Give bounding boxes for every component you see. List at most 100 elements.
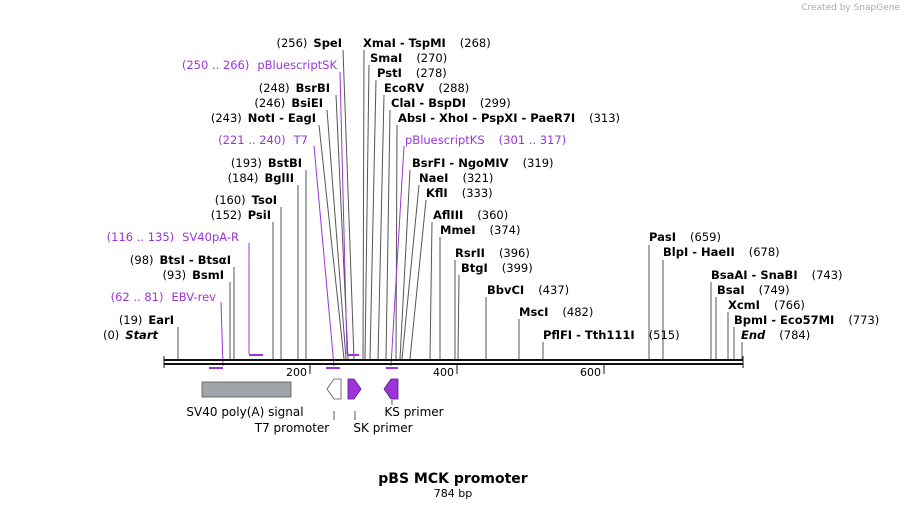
- site-pos: (766): [774, 298, 805, 312]
- svg-text:(160)TsoI: (160) TsoI: [215, 193, 277, 207]
- site-name: BsrBI: [296, 81, 330, 95]
- site-pos: (482): [562, 305, 593, 319]
- site-name: EcoRV: [384, 81, 424, 95]
- site-name: BsrFI - NgoMIV: [412, 156, 509, 170]
- site-pos: (399): [502, 261, 533, 275]
- sk-primer-arrow[interactable]: [347, 378, 362, 400]
- primer-range: (116 .. 135): [107, 230, 175, 244]
- site-pos: (678): [749, 245, 780, 259]
- svg-text:BtgI(399): BtgI (399): [461, 261, 533, 275]
- site-name: SpeI: [313, 36, 342, 50]
- site-name: NaeI: [419, 171, 448, 185]
- primer-range: (221 .. 240): [218, 133, 286, 147]
- site-pos: (93): [163, 268, 187, 282]
- svg-text:NaeI(321): NaeI (321): [419, 171, 493, 185]
- svg-text:SmaI(270): SmaI (270): [370, 51, 447, 65]
- site-pos: (98): [130, 253, 154, 267]
- site-name: MmeI: [440, 223, 476, 237]
- t7-promoter-arrow[interactable]: [326, 378, 342, 400]
- sequence-backbone: [163, 356, 744, 368]
- site-pos: (743): [812, 268, 843, 282]
- primer-range: (301 .. 317): [499, 133, 567, 147]
- scale-ticks: 200 400 600: [286, 365, 605, 379]
- svg-text:(248)BsrBI: (248) BsrBI: [259, 81, 330, 95]
- site-pos: (19): [119, 313, 143, 327]
- feature-label-sv40: SV40 poly(A) signal: [186, 405, 303, 419]
- site-name: EarI: [148, 313, 174, 327]
- svg-text:PasI(659): PasI (659): [649, 230, 721, 244]
- primer-leader-lines: [220, 71, 405, 367]
- end-label: End: [741, 328, 766, 342]
- tick-600: 600: [580, 366, 601, 379]
- features: SV40 poly(A) signal T7 promoter SK prime…: [186, 378, 444, 435]
- site-pos: (360): [477, 208, 508, 222]
- site-pos: (243): [211, 111, 242, 125]
- site-name: NotI - EagI: [248, 111, 316, 125]
- site-pos: (278): [416, 66, 447, 80]
- svg-text:pBluescriptKS(301 .. 317): pBluescriptKS (301 .. 317): [405, 133, 566, 147]
- svg-text:BsrFI - NgoMIV(319): BsrFI - NgoMIV (319): [412, 156, 554, 170]
- ks-primer-arrow[interactable]: [383, 378, 399, 400]
- site-name: ClaI - BspDI: [391, 96, 466, 110]
- svg-text:XcmI(766): XcmI (766): [728, 298, 805, 312]
- snapgene-credit: Created by SnapGene: [801, 3, 900, 13]
- svg-text:(93)BsmI: (93) BsmI: [163, 268, 224, 282]
- primer-bars: [209, 354, 398, 369]
- site-name: MscI: [519, 305, 548, 319]
- site-pos: (396): [499, 246, 530, 260]
- site-pos: (256): [276, 36, 307, 50]
- site-pos: (246): [254, 96, 285, 110]
- primer-labels: (62 .. 81) EBV-rev (116 .. 135) SV40pA-R (…: [107, 58, 567, 304]
- site-pos: (268): [460, 36, 491, 50]
- site-name: PstI: [377, 66, 402, 80]
- site-pos: (784): [779, 328, 810, 342]
- svg-text:EcoRV(288): EcoRV (288): [384, 81, 469, 95]
- svg-text:(62 .. 81)EBV-rev: (62 .. 81) EBV-rev: [111, 290, 217, 304]
- tick-400: 400: [433, 366, 454, 379]
- svg-text:KflI(333): KflI (333): [426, 186, 493, 200]
- site-name: BlpI - HaeII: [663, 245, 735, 259]
- site-name: KflI: [426, 186, 448, 200]
- site-pos: (152): [211, 208, 242, 222]
- svg-text:MscI(482): MscI (482): [519, 305, 593, 319]
- site-name: PasI: [649, 230, 676, 244]
- svg-text:BsaI(749): BsaI (749): [717, 283, 790, 297]
- site-pos: (270): [416, 51, 447, 65]
- svg-text:ClaI - BspDI(299): ClaI - BspDI (299): [391, 96, 511, 110]
- primer-name: EBV-rev: [171, 290, 216, 304]
- site-pos: (374): [490, 223, 521, 237]
- site-name: BtgI: [461, 261, 488, 275]
- svg-text:(221 .. 240)T7: (221 .. 240) T7: [218, 133, 308, 147]
- feature-label-t7-promoter: T7 promoter: [254, 421, 330, 435]
- site-pos: (319): [523, 156, 554, 170]
- svg-text:PstI(278): PstI (278): [377, 66, 447, 80]
- svg-text:BbvCI(437): BbvCI (437): [487, 283, 569, 297]
- site-pos: (437): [538, 283, 569, 297]
- site-name: RsrII: [455, 246, 485, 260]
- site-name: XcmI: [728, 298, 760, 312]
- svg-text:BlpI - HaeII(678): BlpI - HaeII (678): [663, 245, 780, 259]
- feature-label-ks-primer: KS primer: [384, 405, 443, 419]
- site-pos: (193): [231, 156, 262, 170]
- svg-text:XmaI - TspMI(268): XmaI - TspMI (268): [363, 36, 491, 50]
- site-name: BsmI: [192, 268, 224, 282]
- site-name: BstBI: [268, 156, 302, 170]
- svg-text:(246)BsiEI: (246) BsiEI: [254, 96, 323, 110]
- site-name: TsoI: [252, 193, 277, 207]
- svg-text:(243)NotI - EagI: (243) NotI - EagI: [211, 111, 316, 125]
- svg-text:End(784): End (784): [741, 328, 810, 342]
- site-pos: (0): [103, 328, 119, 342]
- svg-text:BsaAI - SnaBI(743): BsaAI - SnaBI (743): [711, 268, 843, 282]
- site-name: XmaI - TspMI: [363, 36, 446, 50]
- site-name: SmaI: [370, 51, 402, 65]
- site-labels-left: (0) Start (19) EarI (93) BsmI (98) BtsI - Bt…: [103, 36, 342, 342]
- map-length: 784 bp: [434, 487, 472, 500]
- svg-text:(19)EarI: (19) EarI: [119, 313, 174, 327]
- site-pos: (773): [848, 313, 879, 327]
- svg-text:(256)SpeI: (256) SpeI: [276, 36, 342, 50]
- sv40-polya-feature[interactable]: [201, 381, 292, 398]
- primer-range: (250 .. 266): [182, 58, 250, 72]
- primer-name: T7: [293, 133, 308, 147]
- svg-text:(98)BtsI - BtsαI: (98) BtsI - BtsαI: [130, 253, 231, 267]
